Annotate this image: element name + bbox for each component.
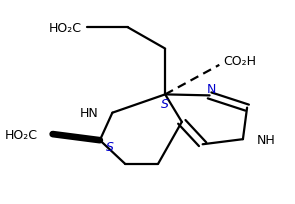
Text: N: N (206, 82, 216, 95)
Text: HO₂C: HO₂C (49, 22, 82, 34)
Text: HO₂C: HO₂C (4, 128, 37, 141)
Text: HN: HN (80, 107, 99, 120)
Text: NH: NH (257, 133, 276, 146)
Text: S: S (106, 140, 114, 153)
Text: S: S (161, 98, 169, 111)
Text: CO₂H: CO₂H (224, 55, 256, 68)
